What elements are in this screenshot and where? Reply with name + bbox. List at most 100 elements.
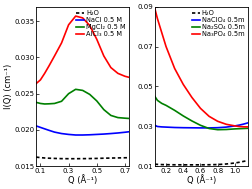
MgCl₂ 0.5 M [102, 108, 105, 111]
NaCl 0.5 M [88, 134, 91, 136]
Na₃PO₄ 0.5m [242, 126, 245, 128]
Na₂SO₄ 0.5m [208, 127, 211, 130]
Line: Na₃PO₄ 0.5m: Na₃PO₄ 0.5m [155, 9, 248, 127]
H₂O [173, 164, 176, 166]
NaCl 0.5 M [102, 133, 105, 135]
Na₃PO₄ 0.5m [160, 31, 163, 34]
Na₂SO₄ 0.5m [173, 109, 176, 112]
NaCl 0.5 M [81, 134, 84, 136]
MgCl₂ 0.5 M [60, 100, 63, 102]
NaClO₄ 0.5m [238, 124, 241, 126]
NaCl 0.5 M [123, 131, 127, 133]
NaClO₄ 0.5m [165, 126, 168, 128]
Na₂SO₄ 0.5m [225, 128, 228, 131]
Na₃PO₄ 0.5m [246, 126, 249, 128]
Na₃PO₄ 0.5m [182, 83, 185, 86]
H₂O [225, 163, 228, 165]
NaClO₄ 0.5m [156, 125, 159, 128]
MgCl₂ 0.5 M [35, 101, 38, 104]
H₂O [182, 164, 185, 166]
MgCl₂ 0.5 M [67, 93, 70, 95]
H₂O [67, 158, 70, 160]
Na₂SO₄ 0.5m [238, 128, 241, 130]
NaClO₄ 0.5m [225, 126, 228, 128]
Na₂SO₄ 0.5m [233, 128, 236, 130]
NaClO₄ 0.5m [233, 125, 236, 127]
AlCl₃ 0.5 M [35, 82, 38, 85]
NaCl 0.5 M [109, 132, 112, 135]
H₂O [123, 157, 127, 159]
Line: MgCl₂ 0.5 M: MgCl₂ 0.5 M [36, 89, 129, 119]
Na₃PO₄ 0.5m [208, 115, 211, 118]
Y-axis label: I(Q) (cm⁻¹): I(Q) (cm⁻¹) [4, 64, 13, 109]
Na₂SO₄ 0.5m [199, 124, 202, 126]
AlCl₃ 0.5 M [116, 72, 119, 74]
H₂O [60, 157, 63, 160]
H₂O [116, 157, 119, 159]
H₂O [238, 161, 241, 163]
H₂O [109, 157, 112, 159]
NaClO₄ 0.5m [216, 127, 219, 129]
NaClO₄ 0.5m [208, 127, 211, 129]
Legend: H₂O, NaClO₄ 0.5m, Na₂SO₄ 0.5m, Na₃PO₄ 0.5m: H₂O, NaClO₄ 0.5m, Na₂SO₄ 0.5m, Na₃PO₄ 0.… [190, 9, 246, 38]
Na₂SO₄ 0.5m [165, 104, 168, 106]
AlCl₃ 0.5 M [109, 67, 112, 69]
AlCl₃ 0.5 M [88, 24, 91, 27]
AlCl₃ 0.5 M [67, 24, 70, 26]
AlCl₃ 0.5 M [102, 55, 105, 57]
X-axis label: Q (Å⁻¹): Q (Å⁻¹) [187, 175, 216, 185]
H₂O [190, 164, 193, 166]
AlCl₃ 0.5 M [81, 17, 84, 19]
H₂O [88, 157, 91, 160]
Na₂SO₄ 0.5m [246, 127, 249, 129]
H₂O [242, 160, 245, 163]
Na₃PO₄ 0.5m [153, 8, 156, 10]
Line: NaClO₄ 0.5m: NaClO₄ 0.5m [155, 123, 248, 128]
NaCl 0.5 M [43, 128, 46, 130]
H₂O [43, 157, 46, 159]
Line: NaCl 0.5 M: NaCl 0.5 M [36, 126, 129, 135]
NaCl 0.5 M [128, 131, 131, 133]
H₂O [47, 157, 50, 159]
MgCl₂ 0.5 M [109, 114, 112, 117]
H₂O [165, 163, 168, 166]
Line: Na₂SO₄ 0.5m: Na₂SO₄ 0.5m [155, 96, 248, 130]
Na₃PO₄ 0.5m [225, 123, 228, 125]
Na₂SO₄ 0.5m [182, 115, 185, 117]
NaCl 0.5 M [116, 132, 119, 134]
Line: H₂O: H₂O [155, 161, 248, 165]
AlCl₃ 0.5 M [43, 72, 46, 74]
Na₃PO₄ 0.5m [216, 120, 219, 122]
X-axis label: Q (Å⁻¹): Q (Å⁻¹) [68, 175, 97, 185]
H₂O [53, 157, 56, 160]
Na₃PO₄ 0.5m [173, 67, 176, 70]
NaClO₄ 0.5m [199, 127, 202, 129]
H₂O [39, 156, 42, 159]
Na₂SO₄ 0.5m [190, 120, 193, 122]
NaClO₄ 0.5m [160, 126, 163, 128]
NaCl 0.5 M [53, 131, 56, 133]
MgCl₂ 0.5 M [81, 89, 84, 91]
Line: AlCl₃ 0.5 M: AlCl₃ 0.5 M [36, 16, 129, 84]
Na₂SO₄ 0.5m [160, 102, 163, 105]
NaClO₄ 0.5m [153, 124, 156, 126]
AlCl₃ 0.5 M [39, 79, 42, 81]
MgCl₂ 0.5 M [116, 116, 119, 119]
AlCl₃ 0.5 M [53, 55, 56, 57]
Na₃PO₄ 0.5m [190, 96, 193, 98]
MgCl₂ 0.5 M [39, 102, 42, 105]
H₂O [246, 160, 249, 162]
H₂O [102, 157, 105, 159]
Na₂SO₄ 0.5m [153, 95, 156, 98]
H₂O [199, 164, 202, 166]
NaClO₄ 0.5m [173, 126, 176, 129]
NaCl 0.5 M [60, 132, 63, 135]
MgCl₂ 0.5 M [123, 117, 127, 119]
NaClO₄ 0.5m [246, 122, 249, 124]
NaClO₄ 0.5m [182, 127, 185, 129]
AlCl₃ 0.5 M [60, 42, 63, 44]
Line: H₂O: H₂O [36, 157, 129, 159]
AlCl₃ 0.5 M [95, 38, 98, 40]
H₂O [216, 163, 219, 166]
H₂O [81, 157, 84, 160]
